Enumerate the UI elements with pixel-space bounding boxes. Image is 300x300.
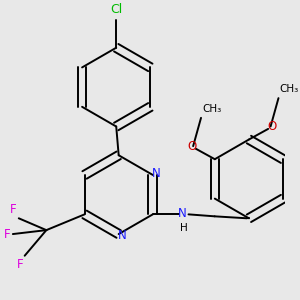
Text: F: F bbox=[10, 203, 16, 216]
Text: Cl: Cl bbox=[110, 3, 122, 16]
Text: H: H bbox=[180, 223, 188, 233]
Text: CH₃: CH₃ bbox=[202, 104, 221, 114]
Text: F: F bbox=[4, 228, 11, 241]
Text: N: N bbox=[152, 167, 161, 180]
Text: N: N bbox=[178, 207, 187, 220]
Text: O: O bbox=[267, 120, 277, 133]
Text: N: N bbox=[118, 229, 127, 242]
Text: CH₃: CH₃ bbox=[280, 84, 299, 94]
Text: O: O bbox=[187, 140, 196, 153]
Text: F: F bbox=[17, 258, 23, 271]
